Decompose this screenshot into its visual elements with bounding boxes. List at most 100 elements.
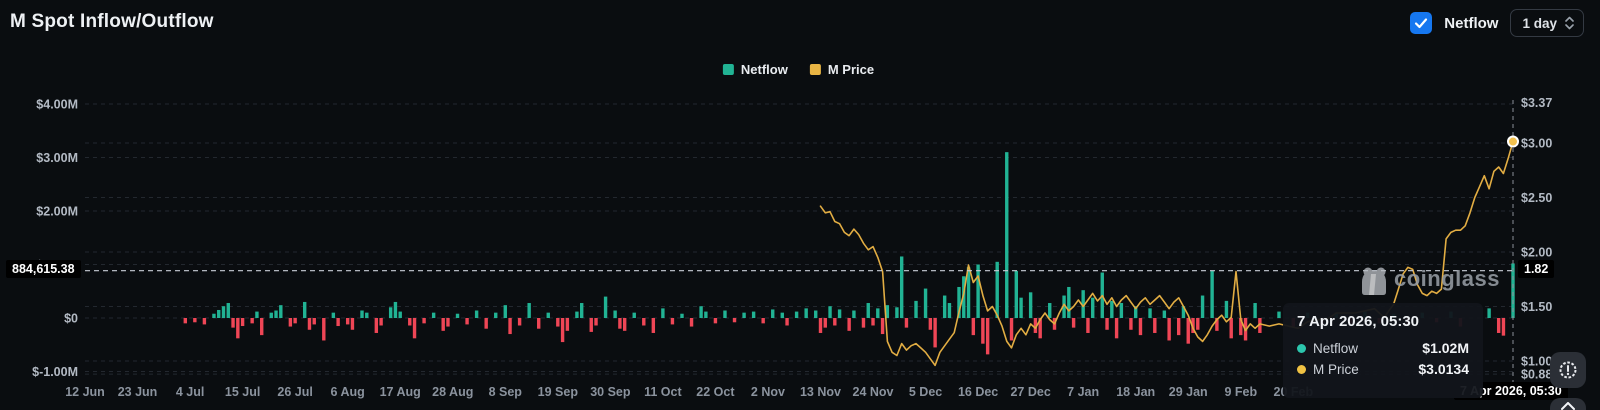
netflow-bar[interactable] — [217, 309, 221, 318]
netflow-bar[interactable] — [594, 318, 598, 326]
netflow-bar[interactable] — [914, 300, 918, 318]
netflow-bar[interactable] — [1028, 292, 1033, 318]
netflow-bar[interactable] — [556, 318, 560, 327]
netflow-bar[interactable] — [723, 310, 727, 318]
netflow-bar[interactable] — [431, 312, 436, 318]
netflow-bar[interactable] — [618, 318, 622, 329]
netflow-bar[interactable] — [771, 309, 775, 318]
netflow-bar[interactable] — [837, 309, 842, 318]
netflow-bar[interactable] — [861, 318, 866, 328]
netflow-bar[interactable] — [236, 318, 240, 339]
netflow-bar[interactable] — [202, 318, 207, 325]
netflow-bar[interactable] — [1487, 308, 1491, 318]
netflow-bar[interactable] — [847, 318, 851, 331]
netflow-bar[interactable] — [408, 318, 412, 326]
netflow-bar[interactable] — [976, 264, 980, 319]
netflow-bar[interactable] — [1496, 318, 1501, 333]
netflow-bar[interactable] — [966, 267, 971, 318]
netflow-bar[interactable] — [1167, 318, 1171, 341]
netflow-bar[interactable] — [360, 310, 364, 318]
netflow-bar[interactable] — [1033, 318, 1038, 333]
netflow-bar[interactable] — [732, 318, 737, 323]
netflow-bar[interactable] — [560, 318, 565, 343]
netflow-bar[interactable] — [876, 308, 880, 318]
netflow-bar[interactable] — [322, 318, 326, 341]
netflow-bar[interactable] — [985, 318, 990, 355]
netflow-bar[interactable] — [1153, 318, 1157, 333]
netflow-bar[interactable] — [751, 311, 756, 318]
netflow-bar[interactable] — [365, 312, 369, 318]
netflow-bar[interactable] — [1258, 318, 1262, 333]
netflow-bar[interactable] — [814, 310, 818, 318]
netflow-bar[interactable] — [981, 318, 985, 344]
netflow-bar[interactable] — [642, 318, 646, 326]
netflow-bar[interactable] — [880, 318, 885, 335]
netflow-bar[interactable] — [804, 308, 808, 318]
netflow-bar[interactable] — [942, 295, 947, 318]
netflow-bar[interactable] — [1501, 318, 1506, 336]
netflow-bar[interactable] — [833, 318, 837, 326]
interval-select[interactable]: 1 day — [1510, 9, 1584, 37]
netflow-bar[interactable] — [971, 318, 976, 336]
netflow-bar[interactable] — [1224, 300, 1229, 318]
netflow-bar[interactable] — [398, 311, 402, 318]
netflow-bar[interactable] — [331, 312, 336, 318]
scroll-up-button[interactable] — [1550, 398, 1586, 410]
netflow-bar[interactable] — [508, 318, 512, 335]
netflow-bar[interactable] — [336, 318, 340, 327]
netflow-bar[interactable] — [575, 311, 579, 318]
netflow-bar[interactable] — [1071, 318, 1076, 328]
netflow-bar[interactable] — [1253, 303, 1257, 318]
netflow-bar[interactable] — [193, 318, 197, 323]
netflow-bar[interactable] — [484, 318, 488, 329]
netflow-bar[interactable] — [794, 311, 799, 318]
netflow-bar[interactable] — [1105, 318, 1109, 330]
netflow-bar[interactable] — [1148, 308, 1152, 318]
netflow-bar[interactable] — [250, 318, 254, 324]
netflow-bar[interactable] — [651, 318, 656, 333]
netflow-bar[interactable] — [1048, 303, 1052, 318]
netflow-bar[interactable] — [1067, 286, 1071, 318]
netflow-bar[interactable] — [1129, 318, 1133, 330]
netflow-bar[interactable] — [221, 306, 226, 318]
netflow-bar[interactable] — [995, 261, 999, 318]
netflow-bar[interactable] — [603, 296, 608, 318]
netflow-bar[interactable] — [1134, 306, 1138, 318]
netflow-bar[interactable] — [933, 318, 937, 348]
netflow-bar[interactable] — [1019, 297, 1023, 318]
netflow-bar[interactable] — [1210, 270, 1214, 318]
netflow-bar[interactable] — [494, 312, 498, 318]
netflow-bar[interactable] — [742, 312, 746, 318]
netflow-bar[interactable] — [622, 318, 627, 331]
netflow-bar[interactable] — [422, 318, 426, 324]
netflow-bar[interactable] — [1215, 318, 1219, 331]
netflow-bar[interactable] — [345, 318, 350, 325]
netflow-bar[interactable] — [374, 318, 379, 333]
netflow-bar[interactable] — [183, 318, 187, 324]
netflow-bar[interactable] — [350, 318, 355, 330]
netflow-bar[interactable] — [689, 318, 694, 327]
netflow-bar[interactable] — [699, 306, 703, 318]
netflow-bar[interactable] — [661, 308, 665, 318]
netflow-bar[interactable] — [260, 318, 264, 336]
netflow-bar[interactable] — [866, 303, 870, 318]
settings-button[interactable] — [1550, 352, 1586, 388]
netflow-bar[interactable] — [1176, 318, 1181, 336]
netflow-bar[interactable] — [465, 318, 469, 325]
netflow-bar[interactable] — [1162, 310, 1167, 318]
netflow-bar[interactable] — [1110, 300, 1114, 318]
netflow-bar[interactable] — [279, 305, 283, 318]
netflow-bar[interactable] — [1091, 297, 1095, 318]
netflow-bar[interactable] — [1277, 311, 1281, 318]
netflow-bar[interactable] — [1086, 318, 1090, 333]
netflow-bar[interactable] — [1009, 318, 1014, 341]
netflow-bar[interactable] — [1181, 306, 1186, 318]
legend-item-netflow[interactable]: Netflow — [722, 62, 788, 77]
netflow-bar[interactable] — [312, 318, 316, 325]
netflow-bar[interactable] — [818, 318, 823, 333]
netflow-bar[interactable] — [1114, 318, 1119, 339]
netflow-bar[interactable] — [302, 301, 307, 318]
netflow-bar[interactable] — [680, 313, 684, 318]
netflow-bar[interactable] — [212, 313, 216, 318]
